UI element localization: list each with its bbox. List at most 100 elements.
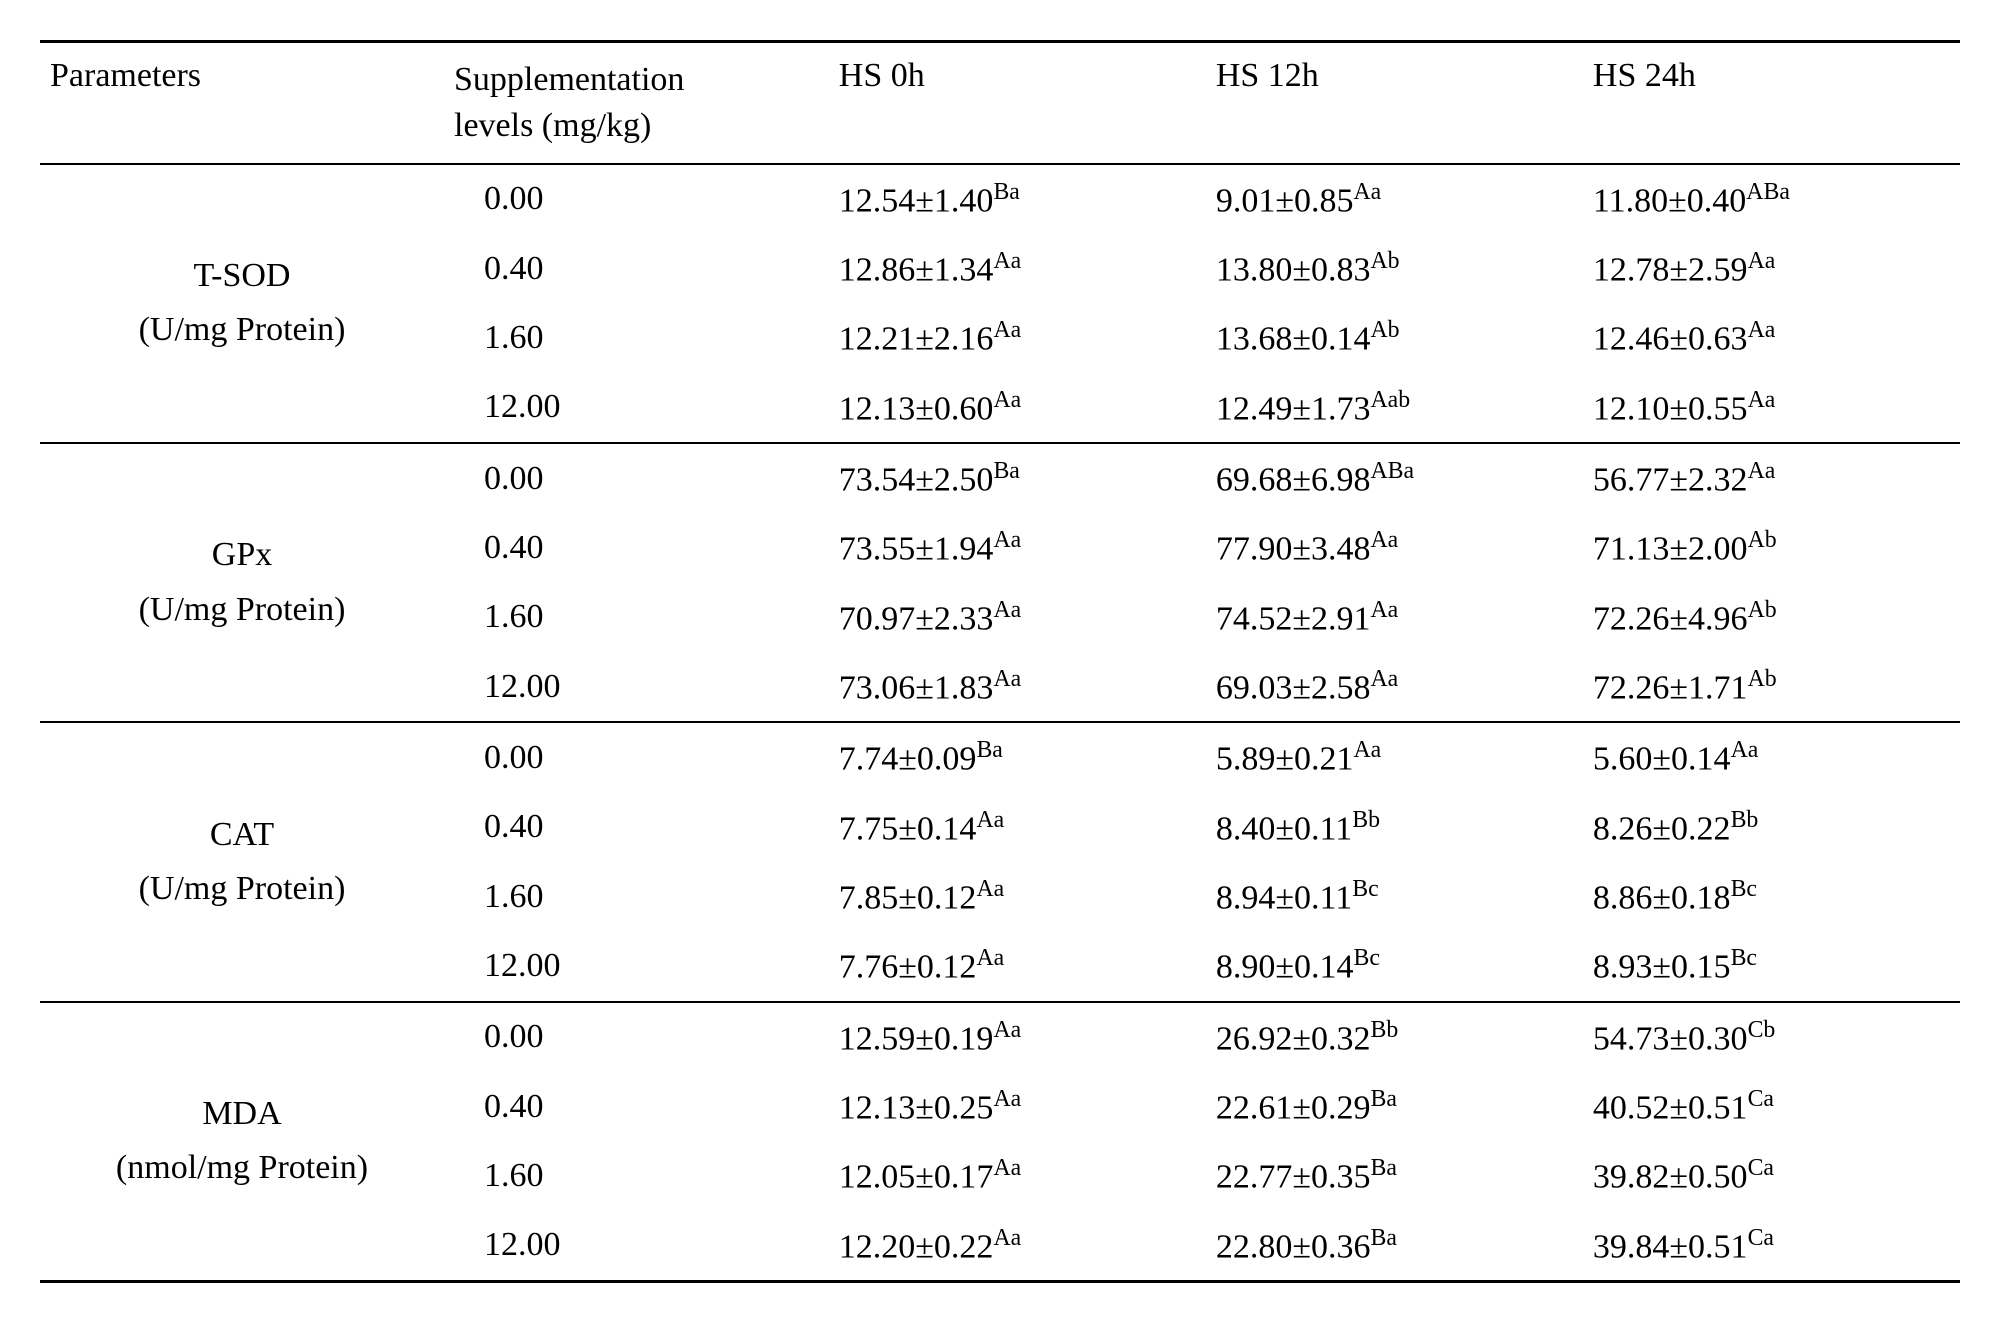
value-cell-hs24: 39.84±0.51Ca [1583, 1211, 1960, 1282]
value-cell-hs12: 26.92±0.32Bb [1206, 1002, 1583, 1072]
value-cell-hs0: 12.59±0.19Aa [829, 1002, 1206, 1072]
level-cell: 1.60 [444, 303, 829, 372]
value: 9.01±0.85 [1216, 182, 1354, 219]
value-cell-hs0: 73.06±1.83Aa [829, 652, 1206, 722]
value-cell-hs12: 22.80±0.36Ba [1206, 1211, 1583, 1282]
superscript: Aa [1371, 527, 1399, 553]
value: 72.26±4.96 [1593, 600, 1748, 637]
level-cell: 1.60 [444, 862, 829, 931]
value: 12.10±0.55 [1593, 390, 1748, 427]
value: 56.77±2.32 [1593, 461, 1748, 498]
param-group: GPx(U/mg Protein)0.0073.54±2.50Ba69.68±6… [40, 443, 1960, 722]
header-parameters: Parameters [40, 42, 444, 164]
value-cell-hs12: 9.01±0.85Aa [1206, 164, 1583, 234]
level-cell: 12.00 [444, 931, 829, 1001]
value: 7.75±0.14 [839, 810, 977, 847]
superscript: Aa [993, 1155, 1021, 1181]
superscript: Cb [1748, 1017, 1776, 1043]
parameter-cell: T-SOD(U/mg Protein) [40, 164, 444, 443]
superscript: Bc [1731, 876, 1757, 902]
value-cell-hs12: 22.77±0.35Ba [1206, 1141, 1583, 1210]
value-cell-hs24: 71.13±2.00Ab [1583, 513, 1960, 582]
level-cell: 0.40 [444, 234, 829, 303]
value: 54.73±0.30 [1593, 1020, 1748, 1057]
level-cell: 12.00 [444, 1211, 829, 1282]
superscript: Aa [993, 666, 1021, 692]
superscript: ABa [1371, 458, 1415, 484]
value-cell-hs24: 8.93±0.15Bc [1583, 931, 1960, 1001]
param-group: T-SOD(U/mg Protein)0.0012.54±1.40Ba9.01±… [40, 164, 1960, 443]
value: 73.06±1.83 [839, 669, 994, 706]
value-cell-hs24: 54.73±0.30Cb [1583, 1002, 1960, 1072]
param-group: CAT(U/mg Protein)0.007.74±0.09Ba5.89±0.2… [40, 722, 1960, 1001]
superscript: Bc [1731, 945, 1757, 971]
value-cell-hs0: 12.13±0.60Aa [829, 373, 1206, 443]
header-supp-line2: levels (mg/kg) [454, 107, 651, 144]
superscript: Ab [1748, 527, 1777, 553]
value: 69.03±2.58 [1216, 669, 1371, 706]
superscript: Aa [993, 597, 1021, 623]
value: 12.49±1.73 [1216, 390, 1371, 427]
superscript: Aa [993, 1086, 1021, 1112]
header-hs0: HS 0h [829, 42, 1206, 164]
superscript: Ca [1748, 1086, 1774, 1112]
superscript: Aa [993, 1225, 1021, 1251]
value-cell-hs0: 73.54±2.50Ba [829, 443, 1206, 513]
parameter-name: CAT [210, 816, 274, 853]
value: 73.54±2.50 [839, 461, 994, 498]
value-cell-hs12: 74.52±2.91Aa [1206, 583, 1583, 652]
superscript: Aa [976, 876, 1004, 902]
level-cell: 0.00 [444, 443, 829, 513]
value-cell-hs24: 8.26±0.22Bb [1583, 793, 1960, 862]
value-cell-hs24: 72.26±4.96Ab [1583, 583, 1960, 652]
superscript: Aa [976, 807, 1004, 833]
value: 5.60±0.14 [1593, 741, 1731, 778]
value: 73.55±1.94 [839, 531, 994, 568]
value: 8.94±0.11 [1216, 879, 1352, 916]
parameter-cell: CAT (U/mg Protein) [40, 722, 444, 1001]
value: 12.59±0.19 [839, 1020, 994, 1057]
value: 72.26±1.71 [1593, 669, 1748, 706]
superscript: Aa [1371, 597, 1399, 623]
value-cell-hs0: 12.13±0.25Aa [829, 1072, 1206, 1141]
superscript: Aa [1354, 179, 1382, 205]
value-cell-hs24: 12.46±0.63Aa [1583, 303, 1960, 372]
superscript: Aa [993, 317, 1021, 343]
value-cell-hs0: 7.74±0.09Ba [829, 722, 1206, 792]
value-cell-hs24: 12.10±0.55Aa [1583, 373, 1960, 443]
value: 22.61±0.29 [1216, 1089, 1371, 1126]
superscript: Ab [1371, 317, 1400, 343]
value-cell-hs0: 12.86±1.34Aa [829, 234, 1206, 303]
superscript: Bc [1354, 945, 1380, 971]
value: 74.52±2.91 [1216, 600, 1371, 637]
value: 22.80±0.36 [1216, 1228, 1371, 1265]
parameter-unit: (U/mg Protein) [139, 591, 346, 628]
value: 8.93±0.15 [1593, 949, 1731, 986]
table-row: CAT(U/mg Protein)0.007.74±0.09Ba5.89±0.2… [40, 722, 1960, 792]
table-header: Parameters Supplementation levels (mg/kg… [40, 42, 1960, 164]
parameter-unit: (U/mg Protein) [139, 311, 346, 348]
value: 69.68±6.98 [1216, 461, 1371, 498]
superscript: Aa [1748, 248, 1776, 274]
value: 12.86±1.34 [839, 251, 994, 288]
header-supplementation: Supplementation levels (mg/kg) [444, 42, 829, 164]
superscript: Bb [1352, 807, 1380, 833]
value-cell-hs0: 73.55±1.94Aa [829, 513, 1206, 582]
superscript: Ab [1748, 597, 1777, 623]
level-cell: 0.00 [444, 164, 829, 234]
superscript: Ca [1748, 1225, 1774, 1251]
value-cell-hs12: 69.68±6.98ABa [1206, 443, 1583, 513]
value: 12.05±0.17 [839, 1159, 994, 1196]
value-cell-hs12: 13.80±0.83Ab [1206, 234, 1583, 303]
value-cell-hs0: 7.76±0.12Aa [829, 931, 1206, 1001]
parameter-unit: (U/mg Protein) [139, 870, 346, 907]
parameter-name: MDA [202, 1095, 281, 1132]
superscript: Ab [1748, 666, 1777, 692]
parameter-unit: (nmol/mg Protein) [116, 1149, 368, 1186]
level-cell: 0.40 [444, 793, 829, 862]
value-cell-hs12: 8.94±0.11Bc [1206, 862, 1583, 931]
value-cell-hs0: 12.05±0.17Aa [829, 1141, 1206, 1210]
level-cell: 12.00 [444, 652, 829, 722]
superscript: Aa [1748, 317, 1776, 343]
value: 77.90±3.48 [1216, 531, 1371, 568]
